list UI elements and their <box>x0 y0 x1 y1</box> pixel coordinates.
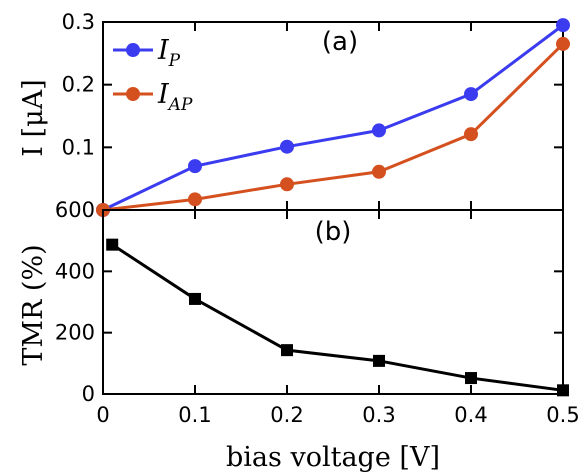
x-tick-label: 0.3 <box>362 403 395 427</box>
legend-label-sub: P <box>168 51 181 71</box>
panel-b-y-axis-label: TMR (%) <box>18 244 49 365</box>
series-line-I_AP <box>102 42 565 212</box>
data-point-I_AP <box>556 36 570 51</box>
data-point-tmr <box>106 238 119 251</box>
panel-b-y-tick-label: 200 <box>55 321 95 345</box>
data-point-I_P <box>372 123 386 138</box>
panel-a-y-tick-label: 0.2 <box>62 73 95 97</box>
series-line-I_P <box>102 23 564 212</box>
data-point-I_AP <box>464 127 478 142</box>
x-axis-label: bias voltage [V] <box>226 442 440 473</box>
x-tick-label: 0.1 <box>178 403 211 427</box>
panel-a-y-tick-label: 0.1 <box>62 135 95 159</box>
legend-label-sub: AP <box>167 95 193 115</box>
data-point-tmr <box>465 372 477 385</box>
legend-label: IAP <box>157 79 193 115</box>
panel-b-y-tick-label: 0 <box>82 382 95 406</box>
data-point-I_P <box>280 139 294 154</box>
data-point-I_P <box>464 87 478 102</box>
x-tick-label: 0.2 <box>270 403 303 427</box>
panel-b-y-tick-label: 400 <box>55 259 95 283</box>
data-point-I_AP <box>280 177 294 192</box>
panel-a-y-tick-label: 0.3 <box>62 10 95 34</box>
panel-a-label: (a) <box>322 27 358 57</box>
data-point-tmr <box>281 344 293 357</box>
x-tick-label: 0 <box>96 403 109 427</box>
data-point-I_P <box>556 18 570 33</box>
legend-label-main: I <box>157 35 170 66</box>
legend-label-main: I <box>157 79 170 110</box>
panel-a-y-axis-label: I [μA] <box>18 79 49 156</box>
data-point-tmr <box>189 292 201 305</box>
panel-b: 0 200 400 600 0 0.1 0.2 0.3 0.4 0.5 (b) TMR (%) b… <box>18 198 580 473</box>
x-tick-label: 0.5 <box>546 403 579 427</box>
series-line-tmr <box>111 243 564 392</box>
legend-marker <box>126 87 140 101</box>
data-point-I_AP <box>372 164 386 179</box>
data-point-tmr <box>557 384 569 397</box>
x-tick-label: 0.4 <box>454 403 487 427</box>
panel-b-label: (b) <box>315 217 352 247</box>
data-point-I_AP <box>188 192 202 207</box>
panel-b-y-tick-label: 600 <box>55 198 95 222</box>
legend-marker <box>126 43 140 57</box>
data-point-I_P <box>188 159 202 174</box>
data-point-tmr <box>373 354 385 367</box>
panel-b-frame <box>102 209 564 395</box>
legend-label: IP <box>157 35 181 71</box>
